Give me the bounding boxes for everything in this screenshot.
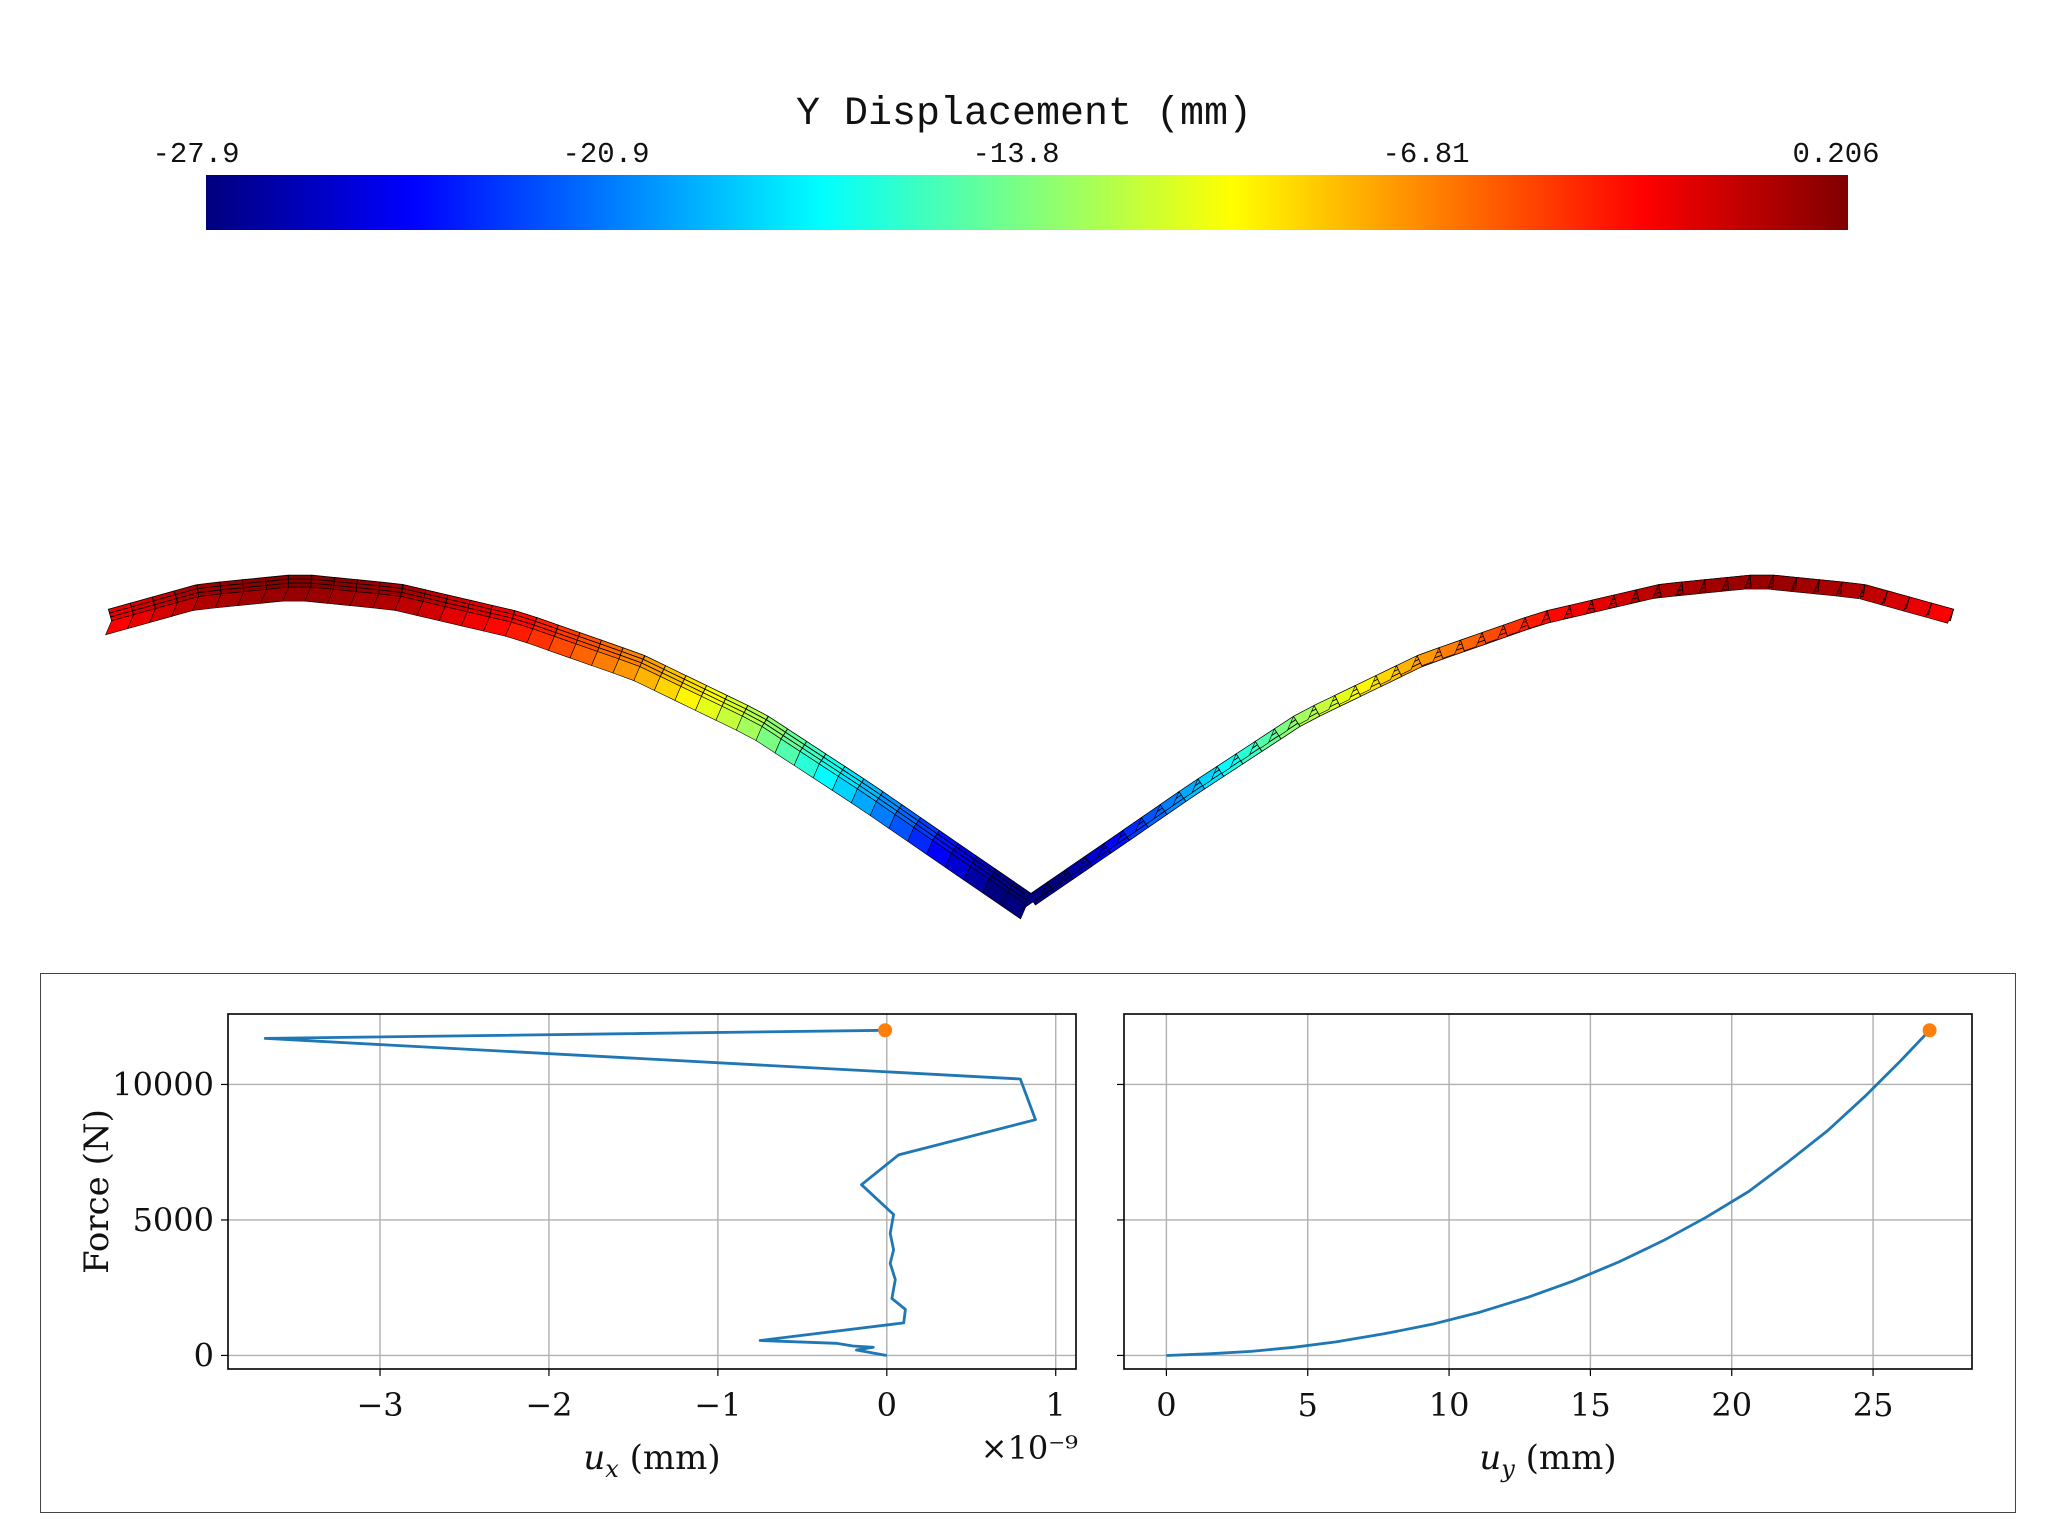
plot-frame [1123,1013,1973,1370]
x-tick-label: −1 [694,1386,741,1424]
uy-force-plot: 0 5 10 15 20 25 uy (mm) [1117,1013,1973,1483]
beam-right-face [1021,881,1049,910]
colorbar-tick-label: -13.8 [972,138,1060,171]
plots-panel [40,973,2016,1513]
x-tick-label: −2 [525,1386,572,1424]
x-tick-label: 1 [1046,1386,1066,1424]
data-series-line [1166,1029,1931,1357]
x-tick-label: 5 [1298,1386,1318,1424]
x-tick-label: 0 [1156,1386,1176,1424]
ux-force-plot: −3 −2 −1 0 1 0 5000 10000 ux (mm) Force (N) ×10⁻⁹ [77,1013,1078,1483]
beam-right-face [1744,574,1774,590]
x-tick-label: 20 [1711,1386,1752,1424]
colorbar-tick-label: -27.9 [152,138,240,171]
beam-right-face [1767,574,1798,592]
x-tick-label: 25 [1853,1386,1894,1424]
x-tick-label: −3 [356,1386,403,1424]
deformed-beam-mesh [105,574,1955,920]
y-tick-label: 5000 [133,1201,214,1239]
x-axis-label: ux (mm) [583,1438,720,1483]
beam-right-face [1859,584,1889,606]
y-axis-label: Force (N) [77,1109,117,1274]
x-tick-label: 10 [1429,1386,1470,1424]
data-series-line [263,1028,1037,1357]
colorbar-gradient [206,175,1848,230]
colorbar-title: Y Displacement (mm) [795,92,1253,137]
x-tick-label: 15 [1570,1386,1611,1424]
y-tick-label: 10000 [112,1065,214,1103]
colorbar-tick-label: -20.9 [562,138,650,171]
x-axis-label: uy (mm) [1479,1438,1616,1483]
plot-frame [227,1013,1077,1370]
current-point-marker [1922,1023,1937,1038]
colorbar-tick-label: 0.206 [1792,138,1880,171]
current-point-marker [878,1023,893,1038]
beam-left-face [1001,891,1027,920]
y-tick-label: 0 [194,1336,214,1374]
x-tick-label: 0 [877,1386,897,1424]
colorbar-tick-label: -6.81 [1382,138,1470,171]
x-scale-multiplier: ×10⁻⁹ [981,1429,1078,1467]
